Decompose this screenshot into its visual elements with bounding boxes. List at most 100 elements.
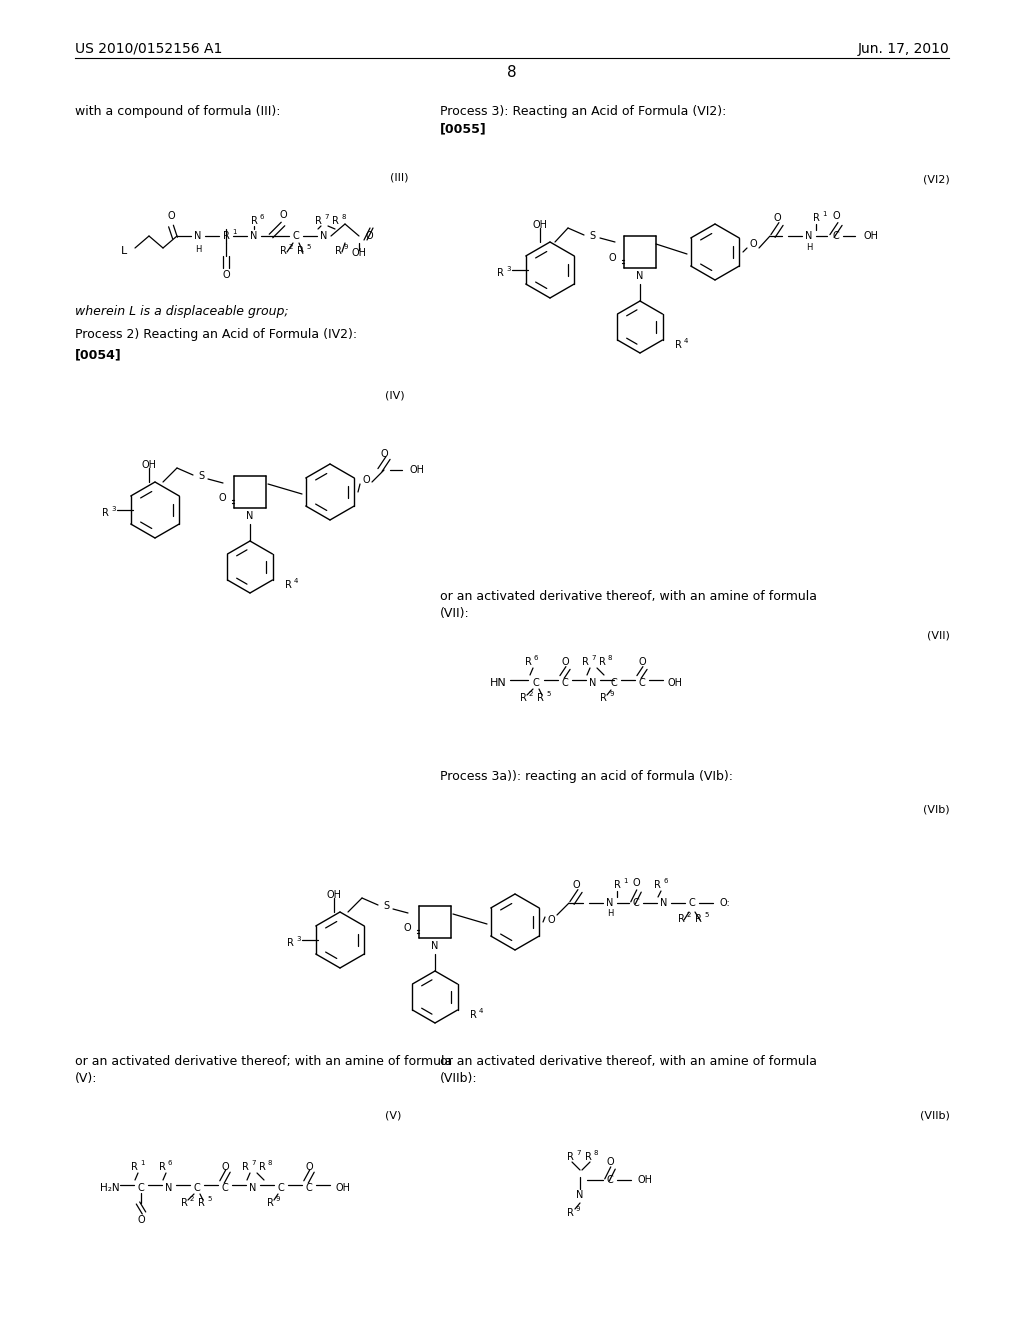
Text: (V):: (V): bbox=[75, 1072, 97, 1085]
Text: R: R bbox=[159, 1162, 166, 1172]
Text: H: H bbox=[195, 244, 201, 253]
Text: R: R bbox=[653, 880, 660, 890]
Text: R: R bbox=[259, 1162, 265, 1172]
Text: 3: 3 bbox=[506, 267, 511, 272]
Text: R: R bbox=[678, 913, 684, 924]
Text: 7: 7 bbox=[591, 655, 596, 661]
Text: R: R bbox=[675, 341, 681, 350]
Text: C: C bbox=[194, 1183, 201, 1193]
Text: C: C bbox=[688, 898, 695, 908]
Text: O: O bbox=[773, 213, 781, 223]
Text: O: O bbox=[606, 1158, 613, 1167]
Text: N: N bbox=[195, 231, 202, 242]
Text: O: O bbox=[833, 211, 840, 220]
Text: O: O bbox=[608, 253, 615, 263]
Text: R: R bbox=[285, 579, 292, 590]
Text: L: L bbox=[121, 246, 127, 256]
Text: O: O bbox=[632, 878, 640, 888]
Text: C: C bbox=[532, 678, 540, 688]
Text: R: R bbox=[251, 216, 257, 226]
Text: OH: OH bbox=[336, 1183, 351, 1193]
Text: (IV): (IV) bbox=[385, 389, 404, 400]
Text: 5: 5 bbox=[306, 244, 310, 249]
Text: 1: 1 bbox=[140, 1160, 144, 1166]
Text: R: R bbox=[266, 1199, 273, 1208]
Text: HN: HN bbox=[490, 678, 507, 688]
Text: O: O bbox=[305, 1162, 312, 1172]
Text: 9: 9 bbox=[276, 1196, 281, 1203]
Text: C: C bbox=[137, 1183, 144, 1193]
Text: H: H bbox=[806, 243, 812, 252]
Text: C: C bbox=[305, 1183, 312, 1193]
Text: N: N bbox=[590, 678, 597, 688]
Text: R: R bbox=[335, 246, 341, 256]
Text: Process 2) Reacting an Acid of Formula (IV2):: Process 2) Reacting an Acid of Formula (… bbox=[75, 327, 357, 341]
Text: 7: 7 bbox=[575, 1150, 581, 1156]
Text: O: O bbox=[638, 657, 646, 667]
Text: R: R bbox=[242, 1162, 249, 1172]
Text: R: R bbox=[287, 939, 294, 948]
Text: 7: 7 bbox=[324, 214, 329, 220]
Text: R: R bbox=[519, 693, 526, 704]
Text: C: C bbox=[606, 1175, 613, 1185]
Text: (VIIb): (VIIb) bbox=[921, 1110, 950, 1119]
Text: OH: OH bbox=[532, 220, 548, 230]
Text: R: R bbox=[180, 1199, 187, 1208]
Text: or an activated derivative thereof, with an amine of formula: or an activated derivative thereof, with… bbox=[440, 1055, 817, 1068]
Text: R: R bbox=[600, 693, 606, 704]
Text: R: R bbox=[613, 880, 621, 890]
Text: R: R bbox=[470, 1010, 476, 1020]
Text: or an activated derivative thereof; with an amine of formula: or an activated derivative thereof; with… bbox=[75, 1055, 453, 1068]
Text: N: N bbox=[250, 231, 258, 242]
Text: R: R bbox=[198, 1199, 205, 1208]
Text: O: O bbox=[167, 211, 175, 220]
Text: Jun. 17, 2010: Jun. 17, 2010 bbox=[857, 42, 949, 55]
Text: [0055]: [0055] bbox=[440, 121, 486, 135]
Text: OH: OH bbox=[863, 231, 878, 242]
Text: 3: 3 bbox=[296, 936, 300, 942]
Text: O: O bbox=[572, 880, 580, 890]
Text: N: N bbox=[431, 941, 438, 950]
Text: N: N bbox=[249, 1183, 257, 1193]
Text: N: N bbox=[805, 231, 813, 242]
Text: O: O bbox=[222, 271, 229, 280]
Text: O: O bbox=[547, 915, 555, 925]
Text: (VIIb):: (VIIb): bbox=[440, 1072, 477, 1085]
Text: O: O bbox=[561, 657, 568, 667]
Text: or an activated derivative thereof, with an amine of formula: or an activated derivative thereof, with… bbox=[440, 590, 817, 603]
Text: Process 3a)): reacting an acid of formula (VIb):: Process 3a)): reacting an acid of formul… bbox=[440, 770, 733, 783]
Text: R: R bbox=[497, 268, 504, 279]
Text: C: C bbox=[561, 678, 568, 688]
Text: 7: 7 bbox=[251, 1160, 256, 1166]
Text: N: N bbox=[247, 511, 254, 521]
Text: S: S bbox=[589, 231, 595, 242]
Text: 3: 3 bbox=[111, 506, 116, 512]
Text: 9: 9 bbox=[575, 1206, 581, 1212]
Text: (VII):: (VII): bbox=[440, 607, 470, 620]
Text: 2: 2 bbox=[529, 690, 534, 697]
Text: (V): (V) bbox=[385, 1110, 401, 1119]
Text: N: N bbox=[321, 231, 328, 242]
Text: 4: 4 bbox=[684, 338, 688, 345]
Text: 5: 5 bbox=[705, 912, 709, 917]
Text: C: C bbox=[221, 1183, 228, 1193]
Text: 1: 1 bbox=[623, 878, 628, 884]
Text: S: S bbox=[198, 471, 204, 480]
Text: OH: OH bbox=[351, 248, 367, 257]
Text: R: R bbox=[582, 657, 589, 667]
Text: O:: O: bbox=[720, 898, 731, 908]
Text: O: O bbox=[380, 449, 388, 459]
Text: R: R bbox=[813, 213, 819, 223]
Text: [0054]: [0054] bbox=[75, 348, 122, 360]
Text: O: O bbox=[218, 492, 226, 503]
Text: 9: 9 bbox=[344, 244, 348, 249]
Text: R: R bbox=[524, 657, 531, 667]
Text: O: O bbox=[366, 231, 374, 242]
Text: 2: 2 bbox=[289, 244, 293, 249]
Text: 4: 4 bbox=[479, 1008, 483, 1014]
Text: R: R bbox=[599, 657, 605, 667]
Text: 1: 1 bbox=[232, 228, 237, 235]
Text: O: O bbox=[280, 210, 287, 220]
Text: 6: 6 bbox=[534, 655, 539, 661]
Text: OH: OH bbox=[638, 1175, 653, 1185]
